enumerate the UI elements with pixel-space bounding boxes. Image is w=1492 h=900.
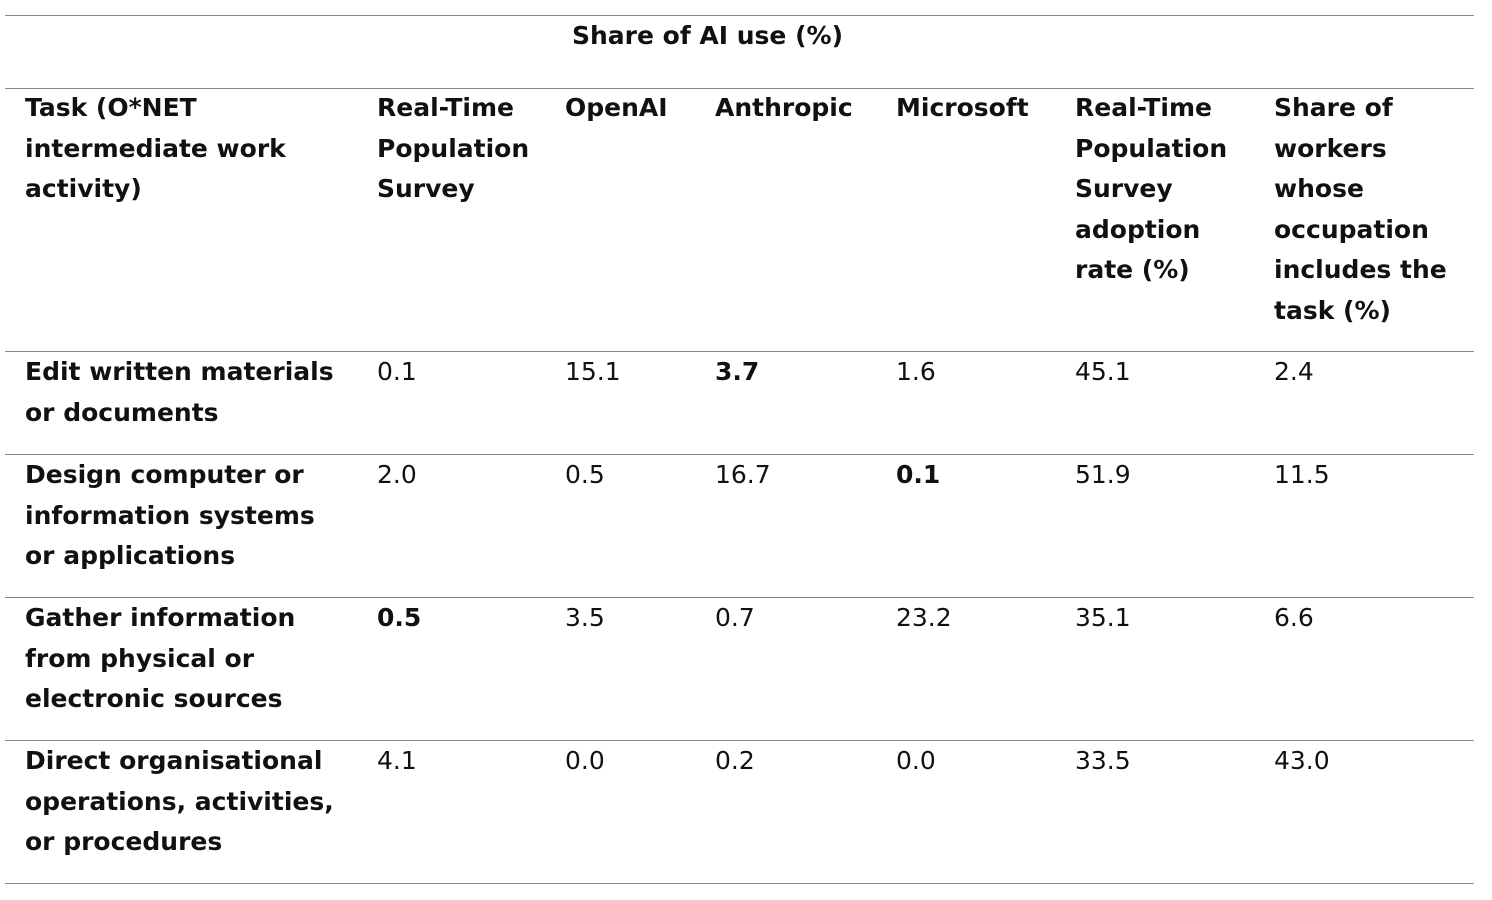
column-header-line: intermediate work xyxy=(25,133,286,163)
column-header-line: Survey xyxy=(1075,174,1173,203)
value-cell: 6.6 xyxy=(1274,603,1314,632)
column-header-4: Microsoft xyxy=(896,88,1029,129)
column-header-0: Task (O*NET intermediate work activity) xyxy=(25,88,286,210)
value-cell: 23.2 xyxy=(896,603,952,632)
column-header-line: rate (%) xyxy=(1075,255,1190,284)
task-label: Gather information from physical or electr… xyxy=(25,598,295,720)
column-header-line: task (%) xyxy=(1274,295,1391,325)
value-cell: 2.0 xyxy=(377,460,417,489)
value-cell: 3.7 xyxy=(715,357,760,386)
task-label-line: information systems xyxy=(25,500,315,530)
value-cell: 35.1 xyxy=(1075,603,1131,632)
task-label-line: or applications xyxy=(25,541,236,570)
value-cell: 15.1 xyxy=(565,357,621,386)
row-rule xyxy=(5,883,1474,884)
column-header-line: Microsoft xyxy=(896,93,1029,122)
value-cell: 0.7 xyxy=(715,603,755,632)
task-label-line: from physical or xyxy=(25,643,255,673)
value-cell: 0.1 xyxy=(377,357,417,386)
row-rule xyxy=(5,740,1474,741)
value-cell: 0.5 xyxy=(565,460,605,489)
task-label-line: electronic sources xyxy=(25,684,283,713)
column-header-line: occupation xyxy=(1274,214,1429,244)
row-rule xyxy=(5,597,1474,598)
value-cell: 0.0 xyxy=(896,746,936,775)
column-header-3: Anthropic xyxy=(715,88,853,129)
value-cell: 3.5 xyxy=(565,603,605,632)
task-label: Direct organisational operations, activit… xyxy=(25,741,334,863)
column-header-line: whose xyxy=(1274,174,1364,203)
group-header: Share of AI use (%) xyxy=(571,21,843,50)
column-header-line: Population xyxy=(1075,133,1228,163)
column-header-line: Task (O*NET xyxy=(25,93,197,122)
value-cell: 11.5 xyxy=(1274,460,1330,489)
column-header-line: adoption xyxy=(1075,214,1201,244)
column-header-line: Survey xyxy=(377,174,475,203)
task-label-line: Direct organisational xyxy=(25,746,323,775)
task-label: Design computer or information systems or … xyxy=(25,455,315,577)
column-header-2: OpenAI xyxy=(565,88,668,129)
value-cell: 0.0 xyxy=(565,746,605,775)
value-cell: 0.1 xyxy=(896,460,941,489)
column-header-1: Real-Time Population Survey xyxy=(377,88,529,210)
value-cell: 4.1 xyxy=(377,746,417,775)
task-label: Edit written materials or documents xyxy=(25,352,334,433)
column-header-line: Real-Time xyxy=(1075,93,1212,122)
value-cell: 0.2 xyxy=(715,746,755,775)
row-rule xyxy=(5,351,1474,352)
value-cell: 16.7 xyxy=(715,460,771,489)
group-header-rule xyxy=(5,88,1474,89)
row-rule xyxy=(5,454,1474,455)
task-label-line: Gather information xyxy=(25,603,296,632)
column-header-5: Real-Time Population Survey adoption rate (%… xyxy=(1075,88,1227,291)
task-label-line: operations, activities, xyxy=(25,786,334,816)
column-header-6: Share of workers whose occupation includes t… xyxy=(1274,88,1447,331)
value-cell: 1.6 xyxy=(896,357,936,386)
task-label-line: or documents xyxy=(25,397,219,427)
column-header-line: Population xyxy=(377,133,530,163)
value-cell: 45.1 xyxy=(1075,357,1131,386)
table-top-rule xyxy=(5,15,1474,16)
column-header-line: activity) xyxy=(25,174,142,203)
column-header-line: OpenAI xyxy=(565,93,668,122)
value-cell: 51.9 xyxy=(1075,460,1131,489)
value-cell: 2.4 xyxy=(1274,357,1314,386)
column-header-line: includes the xyxy=(1274,255,1447,284)
value-cell: 43.0 xyxy=(1274,746,1330,775)
task-label-line: Design computer or xyxy=(25,460,304,489)
column-header-line: Real-Time xyxy=(377,93,514,122)
value-cell: 0.5 xyxy=(377,603,422,632)
column-header-line: workers xyxy=(1274,133,1387,163)
task-label-line: Edit written materials xyxy=(25,357,334,386)
column-header-line: Share of xyxy=(1274,93,1393,122)
column-header-line: Anthropic xyxy=(715,93,853,122)
value-cell: 33.5 xyxy=(1075,746,1131,775)
task-label-line: or procedures xyxy=(25,827,223,856)
